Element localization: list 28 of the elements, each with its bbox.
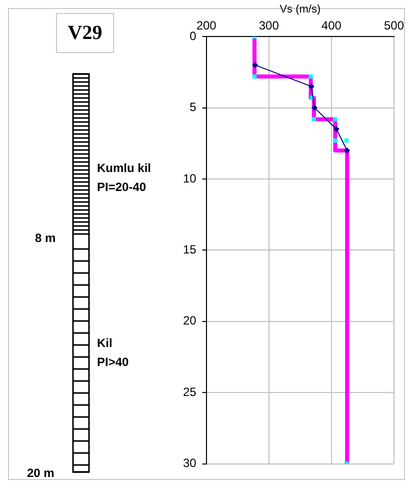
- point: [344, 148, 350, 154]
- text: Kumlu kil: [97, 161, 152, 175]
- chart-title: V29: [56, 13, 114, 53]
- point: [308, 74, 313, 79]
- x-tick-label: 500: [384, 18, 404, 33]
- point: [333, 126, 340, 132]
- point: [252, 62, 258, 68]
- text: 8 m: [35, 231, 56, 245]
- y-tick-label: 15: [182, 242, 197, 257]
- point: [308, 83, 314, 90]
- text: 20 m: [27, 466, 54, 480]
- y-tick-label: 30: [182, 456, 197, 470]
- y-tick-label: 5: [190, 100, 197, 114]
- y-tick-label: 20: [182, 314, 197, 328]
- text: PI>40: [97, 355, 129, 369]
- y-tick-label: 10: [182, 171, 197, 186]
- point: [312, 104, 318, 111]
- point: [333, 117, 338, 122]
- x-tick-label: 200: [196, 18, 217, 33]
- text: Kil: [97, 336, 112, 350]
- point: [312, 117, 316, 122]
- x-tick-label: 300: [258, 18, 280, 33]
- text: PI=20-40: [97, 180, 146, 194]
- x-tick-label: 400: [321, 18, 342, 33]
- point: [333, 138, 338, 143]
- y-tick-label: 0: [190, 28, 197, 43]
- y-tick-label: 25: [182, 384, 197, 399]
- x-axis-title: Vs (m/s): [280, 4, 321, 16]
